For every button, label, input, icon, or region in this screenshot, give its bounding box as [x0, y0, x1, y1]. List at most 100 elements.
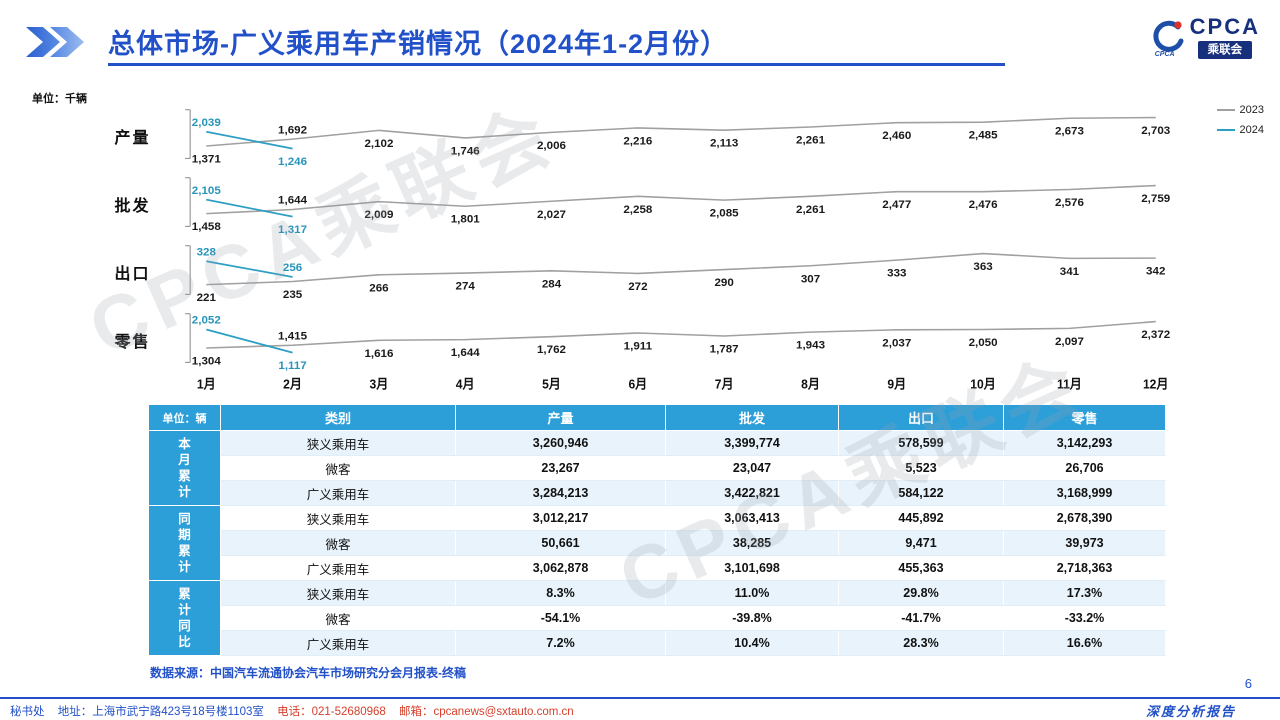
data-label-2023: 266	[369, 282, 388, 294]
series-2024-line	[206, 328, 293, 354]
table-row: 微客 23,267 23,047 5,523 26,706	[149, 455, 1166, 481]
value-cell: 5,523	[838, 455, 1004, 481]
series-2023-line	[206, 184, 1156, 215]
month-label: 8月	[801, 376, 820, 392]
value-cell: 11.0%	[665, 580, 839, 606]
footer-contact: 秘书处 地址：上海市武宁路423号18号楼1103室 电话：021-526809…	[10, 703, 584, 719]
value-cell: 9,471	[838, 530, 1004, 556]
data-label-2023: 1,746	[451, 146, 480, 158]
table-row: 广义乘用车 3,062,878 3,101,698 455,363 2,718,363	[149, 555, 1166, 581]
x-axis-labels: 1月 2月 3月 4月 5月 6月 7月 8月 9月 10月 11月 12月	[197, 376, 1169, 392]
data-label-2023: 1,458	[192, 221, 221, 233]
data-label-2024: 2,105	[192, 185, 222, 197]
series-2023-line	[206, 320, 1156, 349]
data-label-2023: 1,801	[451, 214, 481, 226]
logo-cpca-text: CPCA	[1189, 14, 1260, 39]
data-label-2023: 2,477	[882, 199, 911, 211]
series-2023-line	[206, 252, 1156, 286]
logo-badge: 乘联会	[1197, 41, 1253, 60]
data-label-2023: 284	[542, 279, 562, 291]
category-cell: 狭义乘用车	[220, 430, 456, 456]
data-label-2023: 2,097	[1055, 336, 1084, 348]
value-cell: 3,062,878	[455, 555, 666, 581]
data-label-2023: 1,616	[364, 348, 393, 360]
chart-row-label: 产量	[114, 130, 151, 147]
value-cell: 584,122	[838, 480, 1004, 506]
series-2024-line	[206, 198, 293, 218]
data-label-2023: 2,759	[1141, 193, 1170, 205]
row-group-label: 本月累计	[148, 430, 221, 506]
data-label-2023: 1,371	[192, 154, 222, 166]
legend-label-2023: 2023	[1239, 104, 1264, 116]
cpca-swoosh-icon: CPCA	[1145, 18, 1185, 58]
data-label-2023: 2,460	[882, 130, 911, 142]
value-cell: 2,678,390	[1003, 505, 1166, 531]
legend-swatch-2023	[1216, 109, 1235, 111]
report-type-label: 深度分析报告	[1145, 704, 1236, 719]
value-cell: 23,267	[455, 455, 666, 481]
logo-subtext: CPCA	[1154, 50, 1175, 58]
month-label: 4月	[456, 376, 475, 392]
data-label-2023: 2,006	[537, 140, 566, 152]
value-cell: 3,168,999	[1003, 480, 1166, 506]
series-2023-line	[206, 116, 1156, 147]
value-cell: -33.2%	[1003, 605, 1166, 631]
value-cell: 3,260,946	[455, 430, 666, 456]
table-row: 微客 50,661 38,285 9,471 39,973	[149, 530, 1166, 556]
data-label-2023: 2,085	[710, 208, 740, 220]
chart-row-产量: 产量 1,371 1,692 2,102 1,746 2,006 2,216 2,113 2,2…	[95, 102, 1190, 170]
value-cell: -41.7%	[838, 605, 1004, 631]
value-cell: 50,661	[455, 530, 666, 556]
category-cell: 广义乘用车	[220, 480, 456, 506]
data-label-2023: 1,644	[278, 195, 308, 207]
value-cell: 17.3%	[1003, 580, 1166, 606]
table-row: 累计同比狭义乘用车 8.3% 11.0% 29.8% 17.3%	[148, 580, 1166, 656]
data-label-2023: 235	[283, 289, 303, 301]
data-label-2023: 2,102	[364, 138, 393, 150]
table-unit-header: 单位：辆	[148, 404, 221, 431]
data-label-2023: 2,485	[969, 130, 999, 142]
data-label-2023: 2,261	[796, 204, 826, 216]
row-group-label: 累计同比	[148, 580, 221, 656]
data-label-2023: 2,703	[1141, 125, 1170, 137]
value-cell: 26,706	[1003, 455, 1166, 481]
month-label: 1月	[197, 376, 216, 392]
cpca-logo: CPCA CPCA 乘联会	[1145, 14, 1260, 60]
value-cell: 3,422,821	[665, 480, 839, 506]
data-label-2023: 1,644	[451, 347, 481, 359]
value-cell: 445,892	[838, 505, 1004, 531]
table-row: 微客 -54.1% -39.8% -41.7% -33.2%	[149, 605, 1166, 631]
data-label-2023: 2,576	[1055, 197, 1084, 209]
footer-phone: 电话：021-52680968	[277, 706, 386, 718]
data-label-2023: 1,304	[192, 356, 222, 368]
category-cell: 狭义乘用车	[220, 580, 456, 606]
value-cell: 7.2%	[455, 630, 666, 656]
chart-row-零售: 零售 1,304 1,415 1,616 1,644 1,762 1,911 1,787 1,9…	[95, 306, 1190, 374]
chart-row-label: 出口	[114, 266, 151, 283]
value-cell: 3,142,293	[1003, 430, 1166, 456]
value-cell: 8.3%	[455, 580, 666, 606]
data-label-2024: 1,317	[278, 224, 307, 236]
data-label-2023: 2,476	[969, 199, 998, 211]
series-2024-line	[206, 260, 293, 278]
chart-row-label: 批发	[114, 198, 151, 215]
category-cell: 微客	[220, 455, 456, 481]
data-label-2023: 2,027	[537, 209, 566, 221]
data-label-2023: 2,050	[969, 337, 998, 349]
month-label: 5月	[542, 376, 561, 392]
page-title: 总体市场-广义乘用车产销情况（2024年1-2月份）	[108, 29, 729, 59]
chart-rows: 产量 1,371 1,692 2,102 1,746 2,006 2,216 2,113 2,2…	[95, 102, 1190, 394]
data-label-2023: 1,943	[796, 340, 825, 352]
data-label-2023: 2,258	[623, 204, 652, 216]
month-label: 7月	[715, 376, 734, 392]
value-cell: 2,718,363	[1003, 555, 1166, 581]
footer-secretariat: 秘书处	[10, 706, 45, 718]
column-header: 出口	[838, 404, 1004, 431]
data-label-2023: 2,037	[882, 337, 911, 349]
data-label-2023: 2,216	[623, 136, 652, 148]
legend-swatch-2024	[1216, 129, 1235, 131]
data-label-2023: 1,787	[710, 344, 739, 356]
footer-divider	[0, 697, 1280, 699]
row-axis	[185, 245, 191, 295]
value-cell: 3,012,217	[455, 505, 666, 531]
